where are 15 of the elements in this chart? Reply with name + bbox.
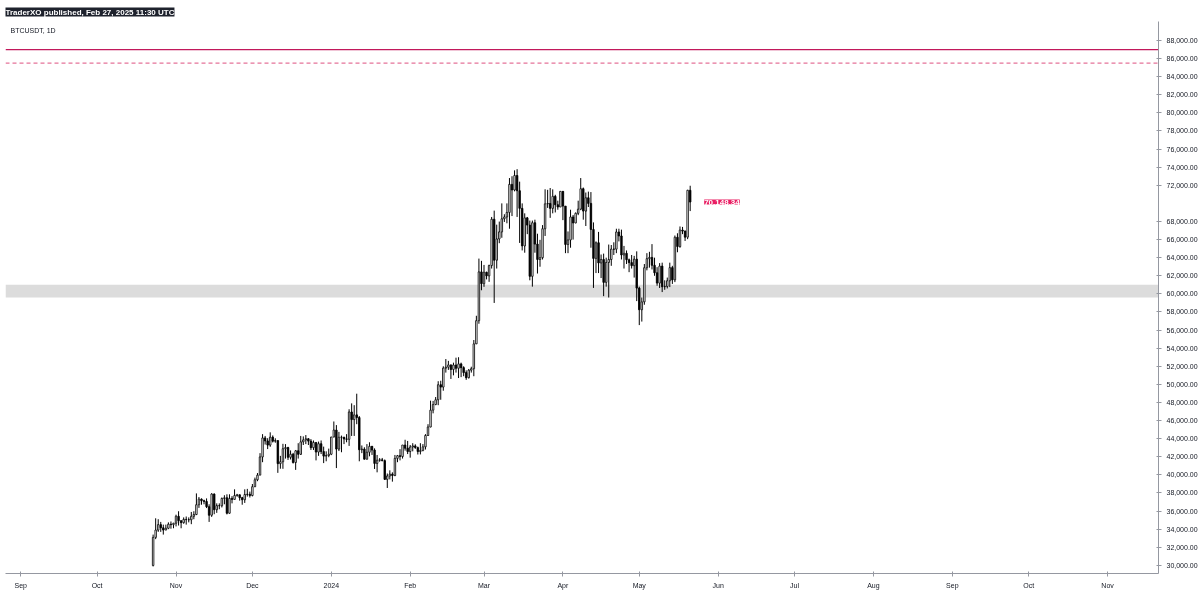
candlestick: [210, 492, 213, 518]
candlestick: [579, 177, 582, 211]
annotation: 70,148.34: [704, 197, 741, 207]
candlestick: [661, 262, 664, 293]
candlestick: [569, 209, 572, 249]
candlestick: [335, 424, 338, 469]
candlestick: [658, 262, 661, 289]
candlestick: [597, 231, 600, 274]
chart-title: TraderXO published, Feb 27, 2025 11:30 UTC: [5, 7, 175, 17]
candlestick: [602, 253, 605, 297]
candlestick: [164, 524, 168, 531]
candlestick: [549, 187, 552, 219]
candlestick: [607, 244, 610, 298]
candlestick: [457, 356, 460, 379]
candlestick: [508, 177, 511, 230]
